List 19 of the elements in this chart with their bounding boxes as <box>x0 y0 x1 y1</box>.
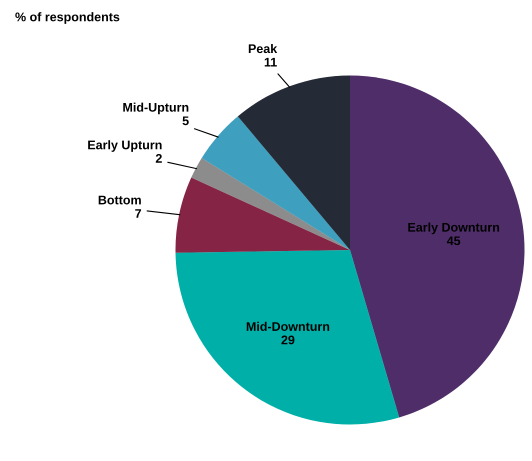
data-label: 2 <box>156 154 162 163</box>
pie-slice <box>350 75 524 418</box>
data-label: 7 <box>135 209 142 218</box>
slice-label: Mid-Upturn <box>123 102 188 114</box>
pie-slice <box>176 250 400 424</box>
slice-label: Early Upturn <box>88 140 162 152</box>
pie-slice <box>238 75 350 250</box>
slice-label: Peak <box>248 44 278 54</box>
pie-slice <box>191 158 350 250</box>
data-label: 29 <box>281 336 294 344</box>
slice-label: Bottom <box>98 196 141 204</box>
slice-label: Mid-Downturn <box>246 322 330 331</box>
pie-slice <box>202 116 350 250</box>
pie-slice <box>175 178 350 253</box>
chart-title: % of respondents <box>15 12 120 24</box>
data-label: 5 <box>182 116 189 126</box>
data-label: 11 <box>264 58 277 66</box>
slice-label: Early Downturn <box>408 222 500 234</box>
data-label: 45 <box>446 236 460 246</box>
